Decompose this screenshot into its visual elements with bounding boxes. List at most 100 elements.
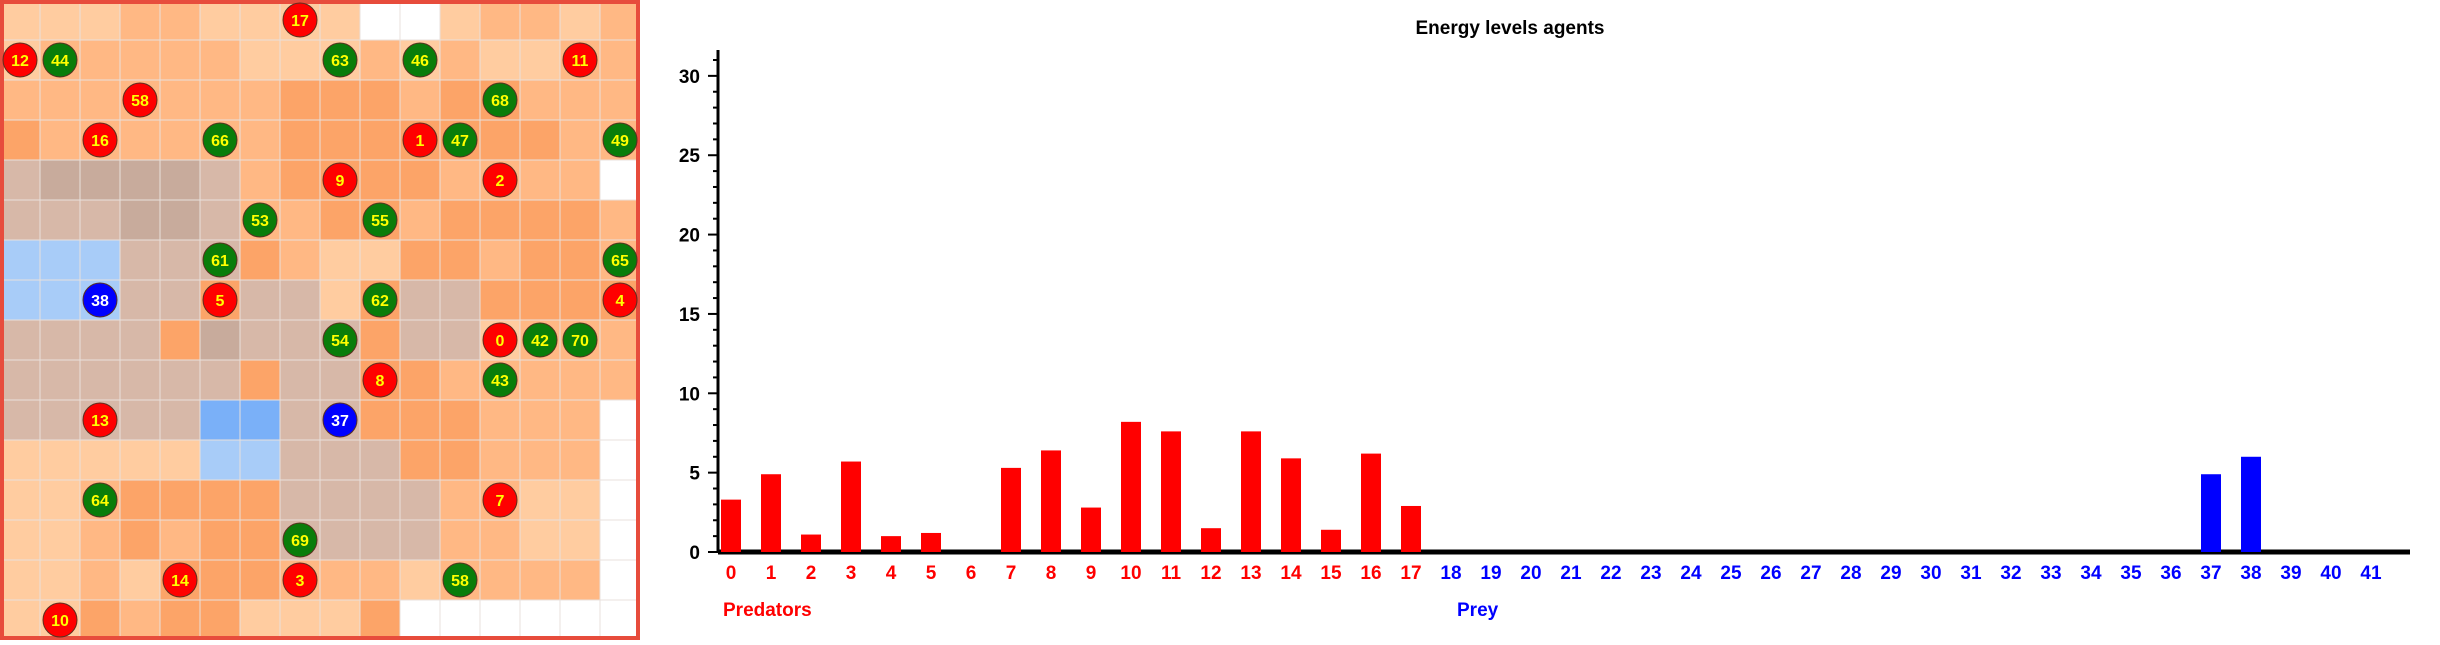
grid-cell xyxy=(39,359,81,401)
agent-label: 46 xyxy=(411,53,429,70)
agent-marker xyxy=(322,402,358,438)
grid-cell xyxy=(119,39,161,81)
grid-cell xyxy=(119,279,161,321)
agent-marker xyxy=(482,362,518,398)
grid-cell xyxy=(39,159,81,201)
grid-cell xyxy=(239,239,281,281)
grid-cell xyxy=(479,439,521,481)
grid-cell xyxy=(159,439,201,481)
x-tick-label: 2 xyxy=(806,563,817,584)
x-tick-label: 38 xyxy=(2240,563,2261,584)
bar-2 xyxy=(801,534,821,552)
agent-predator: 14 xyxy=(162,562,198,598)
grid-cell xyxy=(519,519,561,561)
bar-13 xyxy=(1241,431,1261,552)
agent-label: 58 xyxy=(131,93,149,110)
grid-cell xyxy=(599,359,641,401)
grid-cell xyxy=(119,119,161,161)
grid-cell xyxy=(279,239,321,281)
agent-marker xyxy=(42,42,78,78)
agent-prey: 58 xyxy=(442,562,478,598)
y-tick-label: 25 xyxy=(679,146,701,167)
grid-cell xyxy=(559,399,601,441)
grid-cell xyxy=(359,319,401,361)
grid-cell xyxy=(239,359,281,401)
agent-marker xyxy=(82,122,118,158)
grid-cell xyxy=(0,559,41,601)
grid-cell xyxy=(159,199,201,241)
grid-cell xyxy=(159,359,201,401)
grid-cell xyxy=(599,319,641,361)
grid-cell xyxy=(439,399,481,441)
agent-marker xyxy=(442,122,478,158)
bar-15 xyxy=(1321,529,1341,552)
grid-cell xyxy=(559,479,601,521)
grid-cell xyxy=(559,439,601,481)
x-tick-label: 24 xyxy=(1680,563,1702,584)
agent-marker xyxy=(122,82,158,118)
bar-14 xyxy=(1281,458,1301,552)
grid-cell xyxy=(279,599,321,641)
agent-label: 42 xyxy=(531,333,549,350)
grid-cell xyxy=(159,599,201,641)
agent-label: 68 xyxy=(491,93,509,110)
grid-cell xyxy=(39,519,81,561)
agent-predator: 5 xyxy=(202,282,238,318)
x-tick-label: 29 xyxy=(1880,563,1901,584)
grid-cell xyxy=(119,599,161,641)
x-tick-label: 4 xyxy=(886,563,897,584)
agent-predator: 7 xyxy=(482,482,518,518)
grid-cell xyxy=(39,239,81,281)
agent-marker xyxy=(482,482,518,518)
grid-cell xyxy=(199,159,241,201)
x-tick-label: 16 xyxy=(1360,563,1381,584)
x-tick-label: 12 xyxy=(1200,563,1221,584)
agent-marker xyxy=(522,322,558,358)
agent-marker xyxy=(362,202,398,238)
bar-16 xyxy=(1361,453,1381,552)
agent-prey: 63 xyxy=(322,42,358,78)
grid-cell xyxy=(599,599,641,641)
grid-cell xyxy=(399,319,441,361)
grid-cell xyxy=(359,479,401,521)
group-label-predators: Predators xyxy=(723,600,812,621)
x-tick-label: 9 xyxy=(1086,563,1097,584)
agent-label: 65 xyxy=(611,253,629,270)
grid-cell xyxy=(279,319,321,361)
grid-cell xyxy=(519,119,561,161)
x-tick-label: 8 xyxy=(1046,563,1057,584)
agent-label: 3 xyxy=(296,573,305,590)
bar-9 xyxy=(1081,507,1101,552)
grid-cell xyxy=(399,559,441,601)
bar-0 xyxy=(721,499,741,552)
grid-cell xyxy=(319,239,361,281)
grid-cell xyxy=(39,479,81,521)
agent-marker xyxy=(362,362,398,398)
agent-label: 8 xyxy=(376,373,385,390)
grid-cell xyxy=(119,199,161,241)
grid-cell xyxy=(239,399,281,441)
x-tick-label: 37 xyxy=(2200,563,2221,584)
grid-cell xyxy=(39,439,81,481)
grid-cell xyxy=(599,39,641,81)
grid-cell xyxy=(559,359,601,401)
bar-3 xyxy=(841,461,861,552)
grid-cell xyxy=(359,239,401,281)
grid-cell xyxy=(439,359,481,401)
agent-marker xyxy=(2,42,38,78)
agent-prey-energy: 38 xyxy=(82,282,118,318)
x-tick-label: 28 xyxy=(1840,563,1861,584)
agent-marker xyxy=(442,562,478,598)
grid-cell xyxy=(119,359,161,401)
grid-cell xyxy=(599,79,641,121)
agent-prey-energy: 37 xyxy=(322,402,358,438)
grid-cell xyxy=(399,399,441,441)
grid-cell xyxy=(519,239,561,281)
energy-chart: Energy levels agents Predators Prey 0 5 10… xyxy=(640,0,2440,640)
grid-cell xyxy=(119,399,161,441)
grid-cell xyxy=(279,199,321,241)
x-tick-label: 10 xyxy=(1120,563,1141,584)
agent-marker xyxy=(482,162,518,198)
x-tick-label: 40 xyxy=(2320,563,2341,584)
grid-cell xyxy=(599,199,641,241)
